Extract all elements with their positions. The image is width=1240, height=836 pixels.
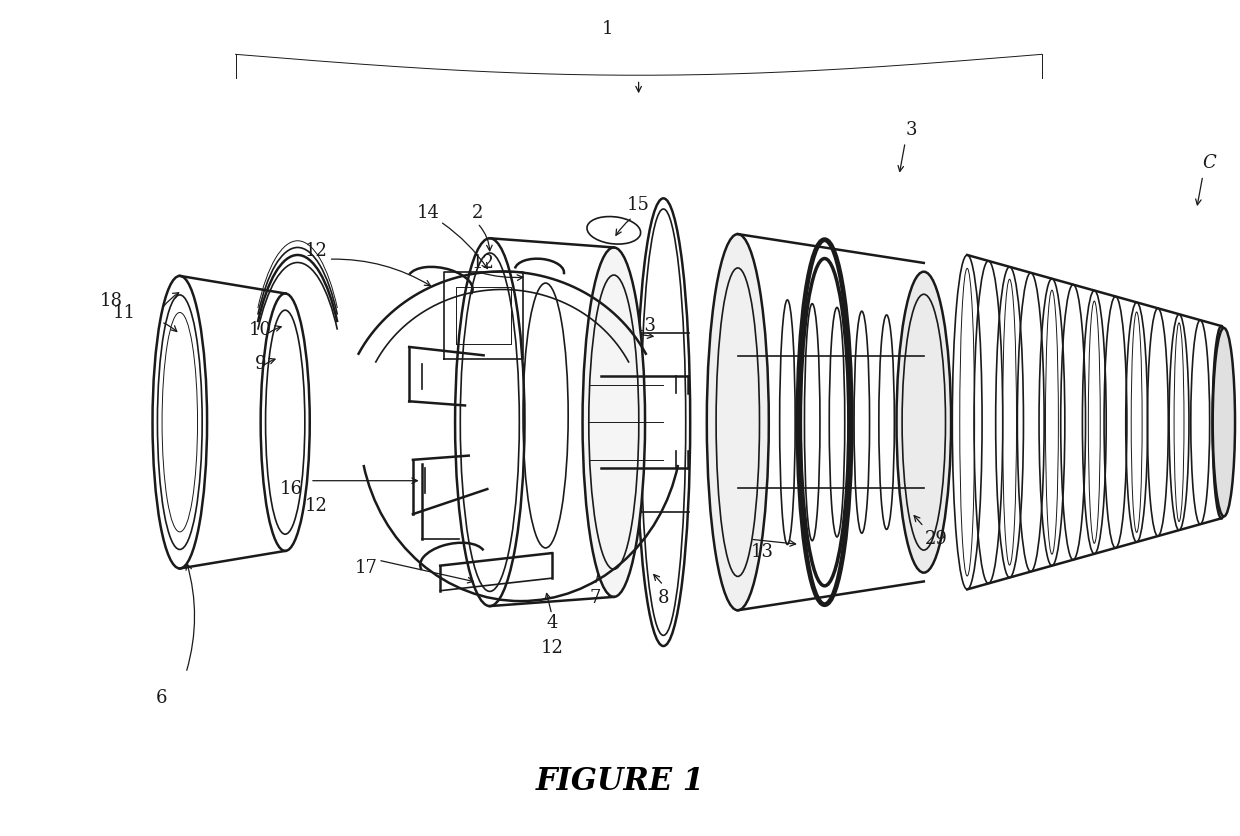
Text: 9: 9	[254, 354, 267, 373]
Text: 12: 12	[541, 639, 563, 657]
Ellipse shape	[583, 247, 645, 597]
Text: 12: 12	[472, 254, 495, 273]
Text: 8: 8	[657, 589, 670, 607]
Text: 17: 17	[355, 559, 377, 578]
Text: 3: 3	[905, 120, 918, 139]
Text: 4: 4	[546, 614, 558, 632]
Text: 16: 16	[280, 480, 303, 498]
Text: 12: 12	[305, 497, 327, 515]
Text: 29: 29	[925, 530, 947, 548]
Text: 6: 6	[155, 689, 167, 707]
Text: 7: 7	[589, 589, 601, 607]
Text: FIGURE 1: FIGURE 1	[536, 766, 704, 798]
Text: 10: 10	[249, 321, 272, 339]
Text: 12: 12	[305, 242, 327, 260]
Text: 1: 1	[601, 20, 614, 38]
Ellipse shape	[897, 272, 951, 573]
Text: 2: 2	[471, 204, 484, 222]
Text: 11: 11	[113, 304, 135, 323]
Text: 13: 13	[751, 543, 774, 561]
Text: C: C	[1202, 154, 1216, 172]
Text: 13: 13	[634, 317, 656, 335]
Text: 18: 18	[100, 292, 123, 310]
Text: 14: 14	[417, 204, 439, 222]
Ellipse shape	[707, 234, 769, 610]
Text: 15: 15	[627, 196, 650, 214]
Ellipse shape	[1213, 328, 1235, 517]
